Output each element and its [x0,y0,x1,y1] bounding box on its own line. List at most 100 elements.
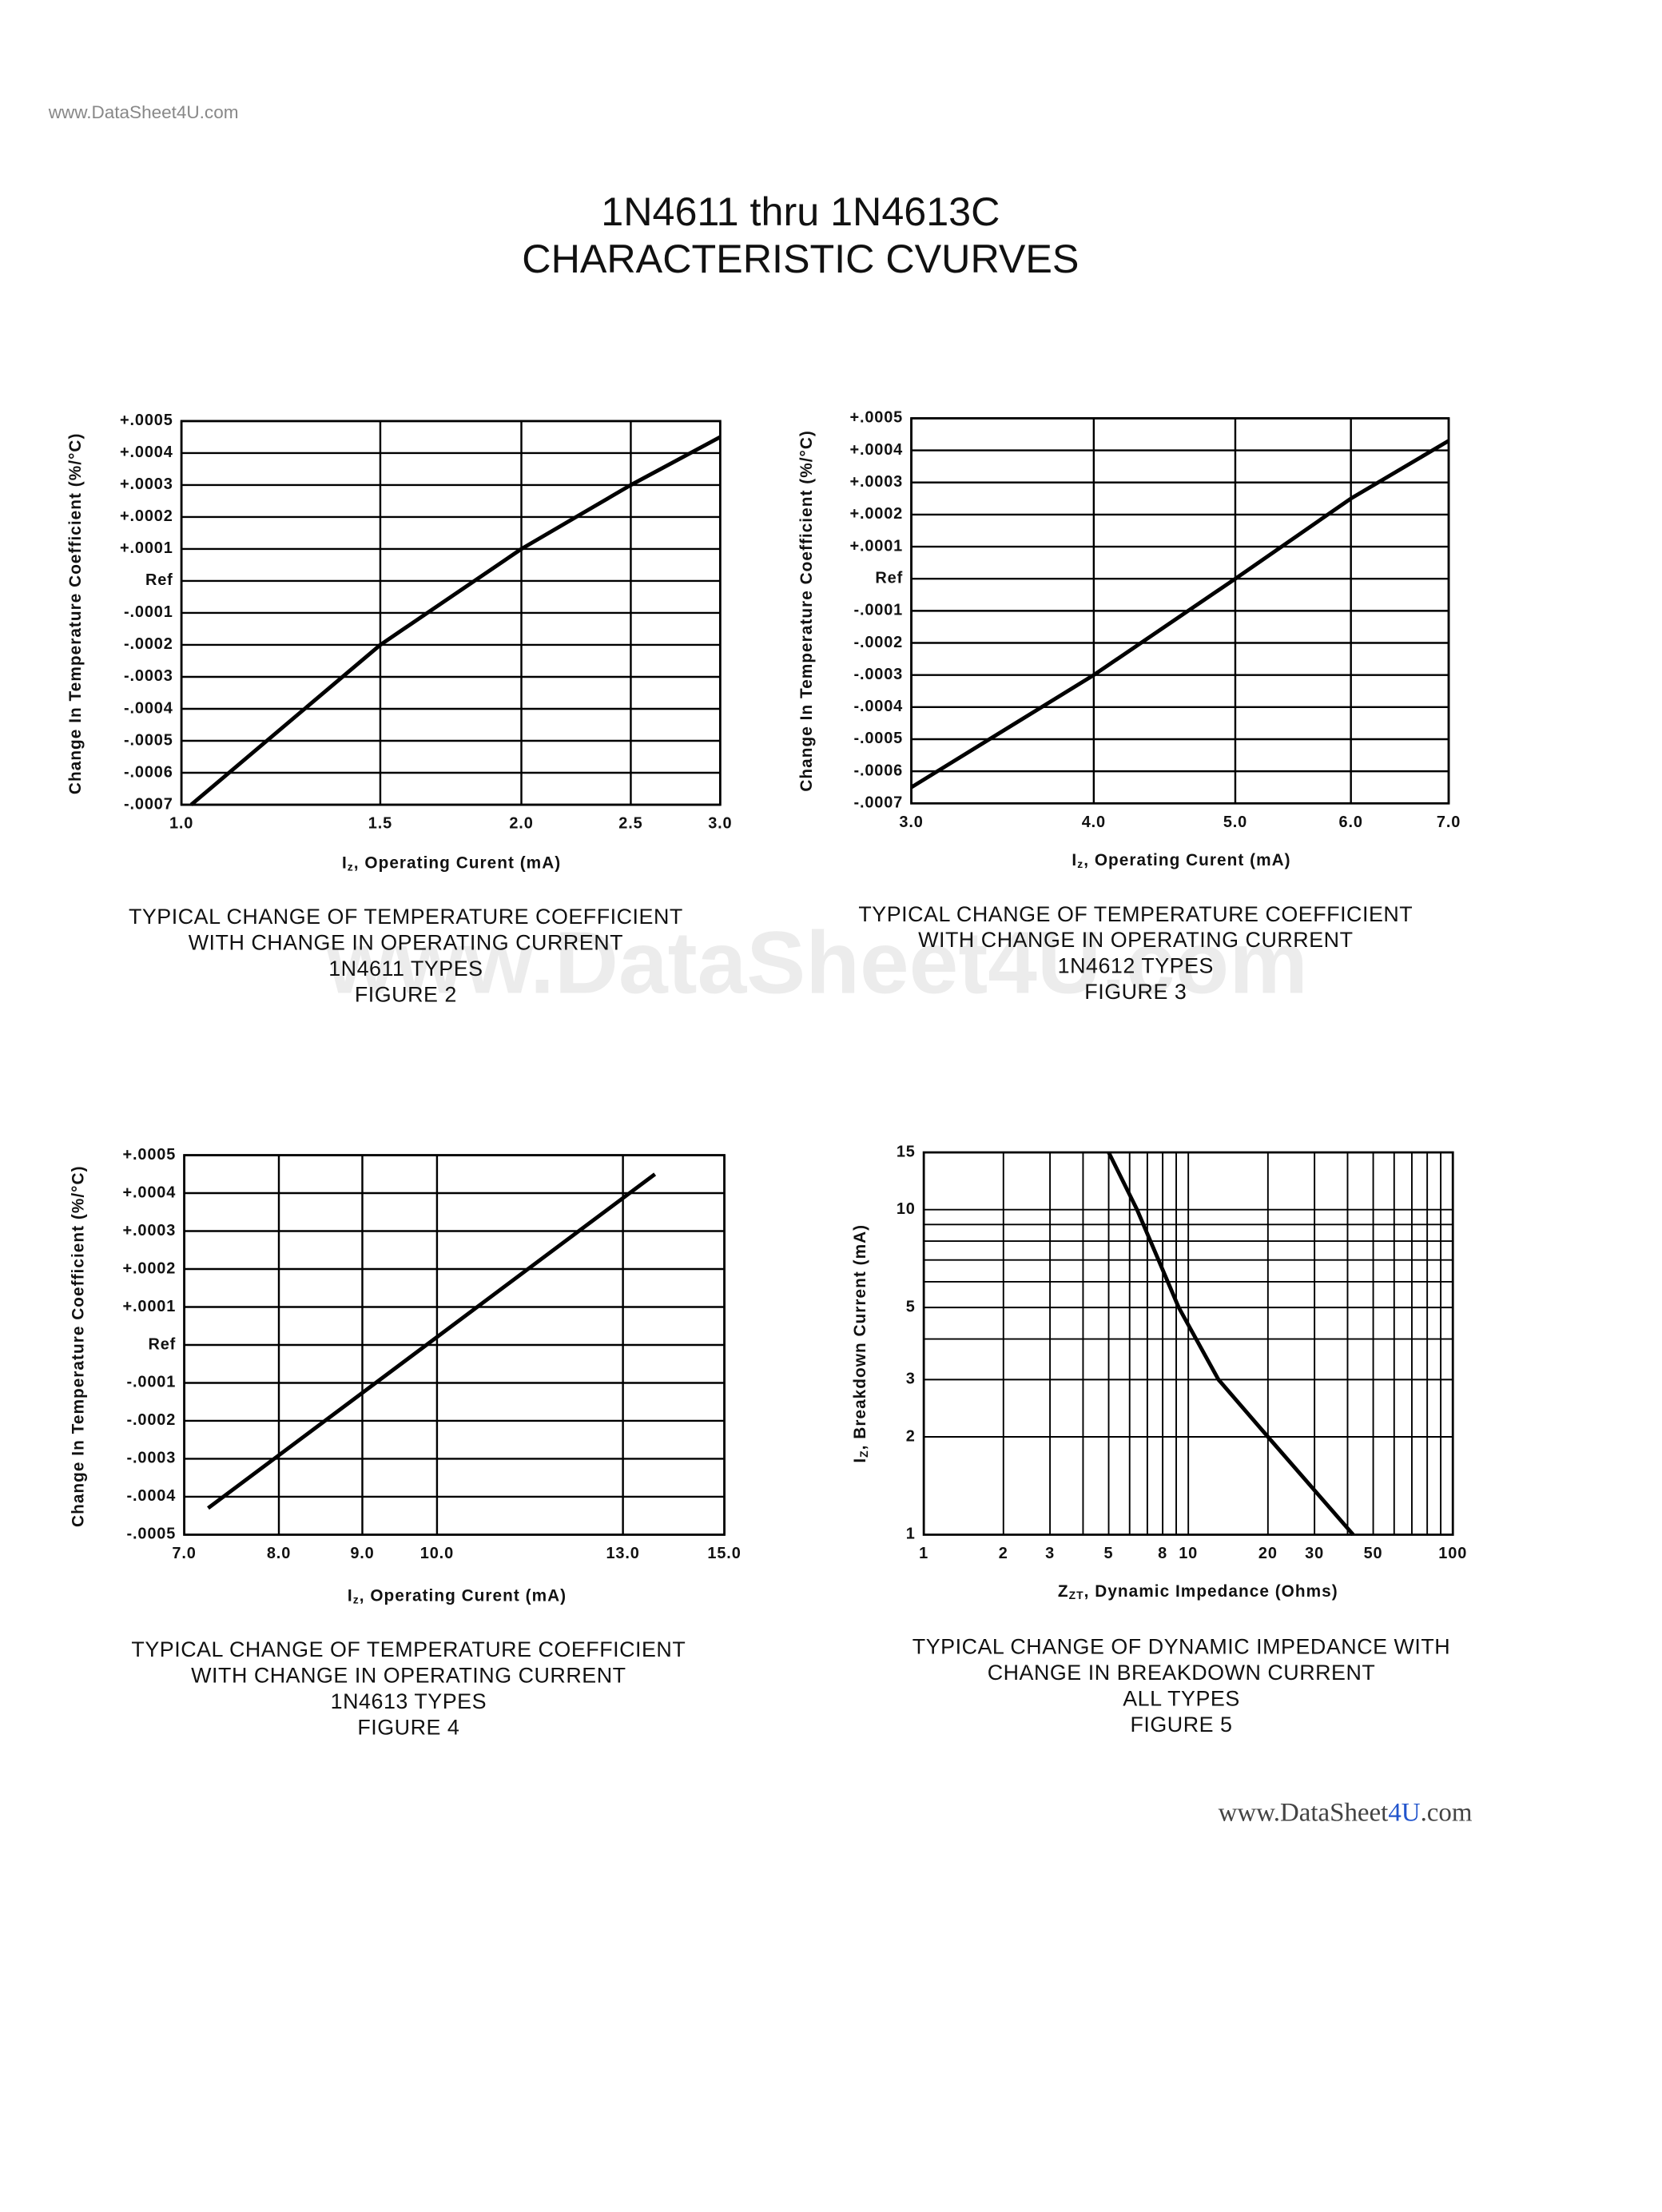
axis-label: Change In Temperature Coefficient (%/°C) [69,1165,87,1527]
page-title: 1N4611 thru 1N4613C [601,189,1000,234]
axis-label-subscript: ZT [1069,1589,1084,1601]
y-tick-label: Ref [875,569,903,587]
y-tick-label: +.0002 [849,505,903,523]
axis-label: Iz, Operating Curent (mA) [342,854,561,873]
y-tick-label: -.0003 [853,666,903,683]
y-tick-label: -.0003 [126,1450,176,1467]
y-tick-label: 15 [897,1143,916,1160]
axis-label-text: , Operating Curent (mA) [360,1587,567,1605]
axis-label-symbol: Z [1058,1583,1069,1601]
figure-caption: TYPICAL CHANGE OF TEMPERATURE COEFFICIEN… [129,905,683,929]
x-tick-label: 100 [1438,1545,1467,1562]
y-tick-label: -.0007 [853,794,903,812]
watermark: www.DataSheet4U.com [325,913,1308,1013]
axis-label: Change In Temperature Coefficient (%/°C) [66,433,85,795]
x-tick-label: 6.0 [1339,814,1363,831]
x-tick-label: 13.0 [606,1545,639,1562]
figure-caption: WITH CHANGE IN OPERATING CURRENT [189,931,623,955]
y-tick-label: +.0004 [120,444,173,461]
y-tick-label: Ref [148,1335,176,1353]
page-title: CHARACTERISTIC CVURVES [522,237,1079,281]
y-tick-label: -.0001 [853,602,903,619]
chart: 1.0 1.5 2.0 2.5 3.0 +.0005 +.0004 +.0003 +.0002 +… [66,412,732,1006]
figure-caption: TYPICAL CHANGE OF DYNAMIC IMPEDANCE WITH [913,1635,1450,1659]
y-tick-label: +.0003 [122,1222,176,1239]
x-tick-label: 20 [1258,1545,1278,1562]
x-tick-label: 3.0 [899,814,923,831]
x-tick-label: 1 [919,1545,928,1562]
x-tick-label: 30 [1305,1545,1324,1562]
y-tick-label: 10 [897,1200,916,1218]
data-line [1107,1151,1355,1537]
y-tick-label: -.0001 [126,1374,176,1391]
y-tick-label: -.0005 [124,731,173,749]
y-tick-label: -.0005 [853,730,903,747]
x-tick-label: 3.0 [708,815,732,833]
figure-caption: WITH CHANGE IN OPERATING CURRENT [191,1664,626,1688]
y-tick-label: +.0003 [849,473,903,491]
axis-label-text: , Operating Curent (mA) [354,854,561,873]
footer-part: .com [1421,1798,1473,1827]
header-link: www.DataSheet4U.com [48,102,239,122]
x-tick-label: 3 [1045,1545,1055,1562]
y-tick-label: +.0002 [122,1259,176,1277]
x-tick-label: 5 [1104,1545,1114,1562]
plot-frame [910,417,1450,805]
figure-caption: FIGURE 4 [357,1715,459,1739]
axis-label-symbol: I [348,1587,353,1605]
y-tick-label: -.0002 [124,635,173,653]
y-tick-label: +.0001 [849,537,903,555]
x-tick-label: 7.0 [1437,814,1461,831]
y-tick-label: 1 [906,1526,916,1543]
y-tick-label: +.0002 [120,507,173,525]
y-tick-label: +.0004 [849,441,903,459]
x-tick-label: 2.5 [618,815,642,833]
figure-caption: FIGURE 3 [1084,980,1187,1004]
axis-label-subscript: z [1077,857,1083,870]
x-tick-label: 8.0 [267,1545,291,1562]
y-tick-label: +.0005 [849,409,903,427]
y-tick-label: -.0004 [126,1487,176,1505]
y-tick-label: -.0006 [124,763,173,781]
footer-part: 4U [1388,1798,1420,1827]
axis-label-symbol: I [1072,852,1077,870]
x-tick-label: 7.0 [172,1545,196,1562]
x-tick-label: 4.0 [1082,814,1106,831]
y-tick-label: +.0003 [120,475,173,493]
y-tick-label: +.0001 [120,539,173,557]
axis-label-text: , Breakdown Current (mA) [852,1224,870,1450]
chart: 7.0 8.0 9.0 10.0 13.0 15.0 +.0005 +.0004 +.0003 +… [69,1146,740,1740]
y-tick-label: +.0005 [120,412,173,429]
x-tick-label: 50 [1364,1545,1383,1562]
y-tick-label: +.0004 [122,1184,176,1201]
figure-caption: FIGURE 5 [1130,1713,1232,1737]
x-tick-label: 5.0 [1223,814,1247,831]
x-tick-label: 10 [1179,1545,1198,1562]
axis-label: Iz, Operating Curent (mA) [1072,852,1290,870]
figure-caption: 1N4613 TYPES [331,1689,487,1713]
data-line [189,435,722,806]
y-tick-label: 3 [906,1371,916,1388]
plot-frame [180,420,722,806]
axis-label: Change In Temperature Coefficient (%/°C) [797,430,816,791]
figure-caption: CHANGE IN BREAKDOWN CURRENT [988,1661,1376,1685]
footer-part: www.DataSheet [1219,1798,1389,1827]
y-tick-label: -.0007 [124,795,173,813]
y-tick-label: -.0003 [124,667,173,685]
x-tick-label: 9.0 [350,1545,374,1562]
plot-frame [183,1154,726,1536]
x-tick-label: 8 [1158,1545,1167,1562]
axis-label-symbol: I [852,1458,870,1463]
axis-label: ZZT, Dynamic Impedance (Ohms) [1058,1583,1338,1601]
figure-caption: 1N4611 TYPES [328,957,483,981]
data-line [207,1172,657,1510]
figure-caption: ALL TYPES [1123,1686,1240,1710]
y-tick-label: -.0002 [126,1411,176,1429]
figure-caption: WITH CHANGE IN OPERATING CURRENT [918,928,1353,952]
x-tick-label: 10.0 [420,1545,454,1562]
y-tick-label: +.0001 [122,1298,176,1315]
axis-label-subscript: z [348,860,354,873]
data-line [910,439,1450,790]
